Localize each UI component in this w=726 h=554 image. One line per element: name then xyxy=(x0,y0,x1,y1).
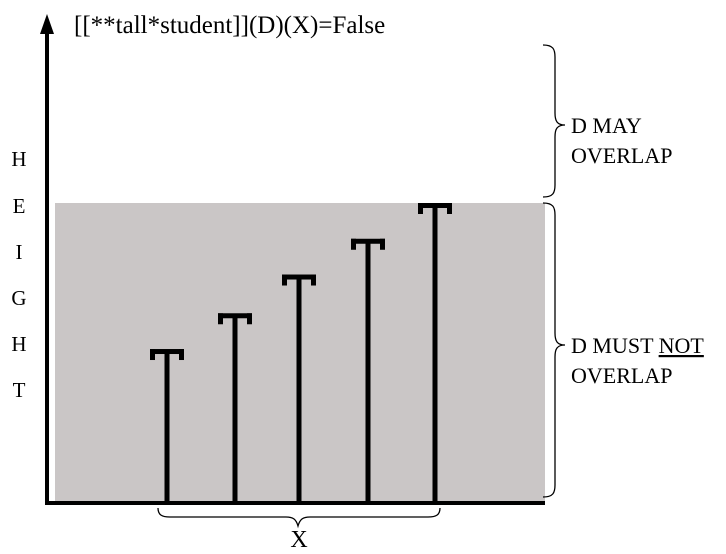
upper-region-label-line2: OVERLAP xyxy=(571,143,672,168)
upper-region-label-line1: D MAY xyxy=(571,113,642,138)
lower-region-label-prefix: D MUST xyxy=(571,333,659,358)
lower-region-label-line2: OVERLAP xyxy=(571,363,672,388)
height-bar-cap-tick xyxy=(311,274,316,286)
height-bar xyxy=(150,349,184,503)
height-bar xyxy=(418,203,452,503)
height-bar-cap-tick xyxy=(380,238,385,250)
height-bar-cap-tick xyxy=(282,274,287,286)
diagram-title: [[**tall*student]](D)(X)=False xyxy=(74,12,385,39)
height-bars xyxy=(150,203,452,503)
height-bar-cap xyxy=(218,313,252,319)
height-bar xyxy=(351,238,385,503)
height-bar-cap-tick xyxy=(150,349,155,361)
height-bar-cap-tick xyxy=(179,349,184,361)
upper-brace xyxy=(542,44,566,198)
height-bar-cap-tick xyxy=(447,203,452,214)
y-axis-letter: E xyxy=(13,194,26,218)
height-bar-cap-tick xyxy=(351,238,356,250)
height-bar-cap xyxy=(282,274,316,280)
lower-region-label-underlined: NOT xyxy=(659,333,705,358)
height-bar-cap xyxy=(351,238,385,244)
y-axis-letter: T xyxy=(13,378,26,402)
y-axis-letter: I xyxy=(16,240,23,264)
lower-region-label-line1: D MUST NOT xyxy=(571,333,704,358)
height-bar-cap xyxy=(418,203,452,208)
height-bar xyxy=(218,313,252,503)
height-bar xyxy=(282,274,316,503)
lower-brace xyxy=(542,202,566,498)
height-bar-cap-tick xyxy=(418,203,423,214)
y-axis-letter: G xyxy=(11,286,26,310)
height-bar-cap-tick xyxy=(218,313,223,325)
x-brace xyxy=(157,507,441,529)
height-bar-cap-tick xyxy=(247,313,252,325)
y-axis-label: H E I G H T xyxy=(11,147,26,402)
y-axis-letter: H xyxy=(11,147,26,171)
height-bar-cap xyxy=(150,349,184,355)
y-axis-letter: H xyxy=(11,332,26,356)
y-axis-arrow-icon xyxy=(40,14,54,34)
x-axis-label: X xyxy=(290,527,307,549)
